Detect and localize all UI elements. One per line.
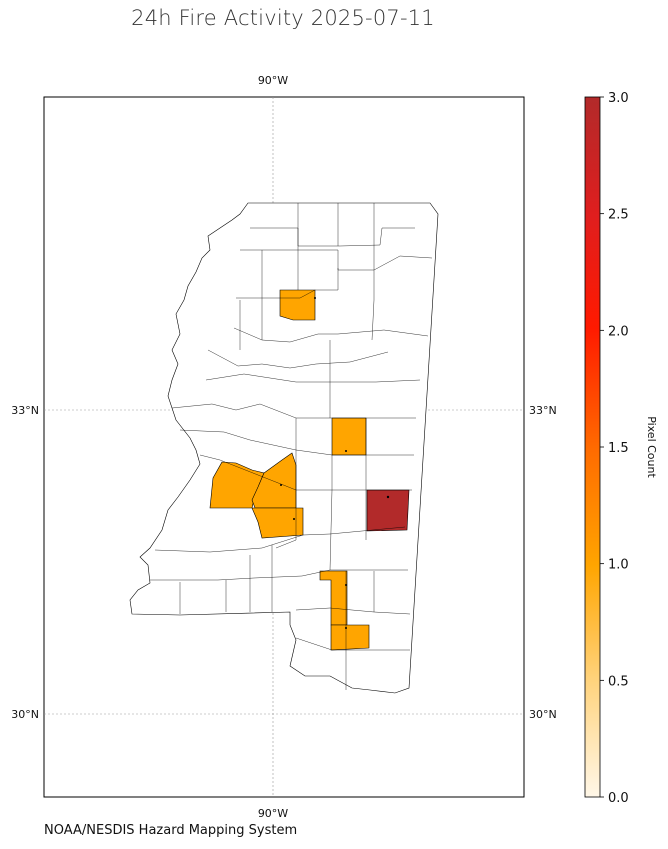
county-north-central [279, 289, 316, 321]
lon-label-bottom: 90°W [258, 807, 288, 820]
county-south [330, 624, 370, 651]
colorbar-tick-label: 2.0 [608, 324, 629, 339]
lat-label-33-left: 33°N [11, 404, 39, 417]
colorbar-label: Pixel Count [645, 416, 658, 478]
county-boundaries [150, 203, 433, 690]
lat-label-33-right: 33°N [529, 404, 557, 417]
colorbar [584, 96, 601, 798]
colorbar-tick-label: 2.5 [608, 208, 629, 223]
lat-label-30-left: 30°N [11, 708, 39, 721]
fire-counties [209, 289, 410, 651]
colorbar-tick-label: 0.0 [608, 791, 629, 806]
lat-label-30-right: 30°N [529, 708, 557, 721]
lon-label-top: 90°W [258, 74, 288, 87]
colorbar-tick-label: 0.5 [608, 674, 629, 689]
state-outline [129, 202, 439, 694]
source-credit: NOAA/NESDIS Hazard Mapping System [44, 823, 298, 838]
map-title: 24h Fire Activity 2025-07-11 [131, 6, 435, 30]
county-east-central [331, 417, 367, 456]
colorbar-tick-label: 1.0 [608, 558, 629, 573]
colorbar-tick-label: 1.5 [608, 441, 629, 456]
county-central-south [251, 507, 304, 539]
colorbar-tick-label: 3.0 [608, 91, 629, 106]
colorbar-ticks: 0.0 0.5 1.0 1.5 2.0 2.5 3.0 [600, 91, 629, 806]
fire-points [280, 297, 390, 629]
